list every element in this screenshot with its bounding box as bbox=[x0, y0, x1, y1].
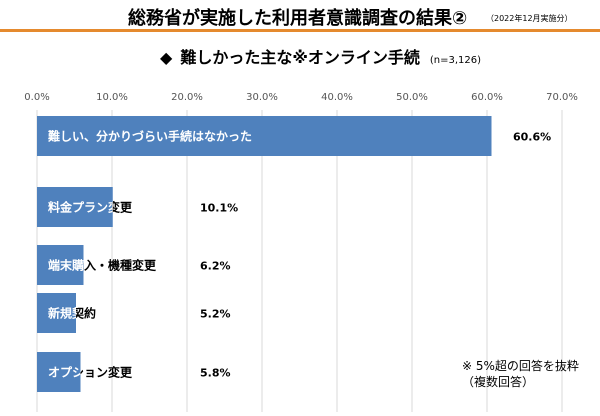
x-tick-label: 70.0% bbox=[546, 92, 578, 103]
category-label-overflow: 新規契約 bbox=[48, 306, 96, 321]
title-underline bbox=[0, 29, 600, 32]
footnote-line-1: ※ 5%超の回答を抜粋 bbox=[462, 359, 579, 373]
category-label: 料金プラン変更 bbox=[48, 200, 133, 215]
data-label: 5.8% bbox=[200, 367, 231, 380]
category-label-overflow: オプション変更 bbox=[48, 365, 133, 380]
chart-subtitle: ◆ 難しかった主な※オンライン手続 (n=3,126) bbox=[160, 44, 481, 68]
data-label: 6.2% bbox=[200, 260, 231, 273]
x-tick-label: 0.0% bbox=[24, 92, 49, 103]
bar bbox=[37, 352, 81, 392]
chart-subtitle-text: 難しかった主な※オンライン手続 bbox=[180, 48, 420, 67]
header: 総務省が実施した利用者意識調査の結果② （2022年12月実施分） bbox=[0, 0, 600, 36]
sample-size: (n=3,126) bbox=[429, 55, 482, 66]
bar bbox=[37, 187, 113, 227]
x-tick-label: 20.0% bbox=[171, 92, 203, 103]
x-tick-label: 30.0% bbox=[246, 92, 278, 103]
category-label-overflow: 端末購入・機種変更 bbox=[48, 258, 157, 273]
survey-date-note: （2022年12月実施分） bbox=[486, 14, 573, 23]
page-title: 総務省が実施した利用者意識調査の結果② bbox=[128, 8, 468, 29]
bar bbox=[37, 245, 84, 285]
x-tick-label: 10.0% bbox=[96, 92, 128, 103]
x-tick-label: 50.0% bbox=[396, 92, 428, 103]
category-label: 難しい、分かりづらい手続はなかった bbox=[48, 129, 252, 144]
data-label: 10.1% bbox=[200, 202, 238, 215]
data-label: 60.6% bbox=[513, 131, 551, 144]
x-tick-label: 40.0% bbox=[321, 92, 353, 103]
category-label: オプション変更 bbox=[48, 365, 133, 380]
category-label-overflow: 料金プラン変更 bbox=[48, 200, 133, 215]
category-label: 端末購入・機種変更 bbox=[48, 258, 157, 273]
footnote: ※ 5%超の回答を抜粋 （複数回答） bbox=[462, 358, 579, 390]
diamond-icon: ◆ bbox=[160, 48, 173, 67]
bar bbox=[37, 116, 492, 156]
data-label: 5.2% bbox=[200, 308, 231, 321]
category-label: 新規契約 bbox=[48, 306, 96, 321]
footnote-line-2: （複数回答） bbox=[462, 375, 535, 389]
bar bbox=[37, 293, 76, 333]
x-tick-label: 60.0% bbox=[471, 92, 503, 103]
